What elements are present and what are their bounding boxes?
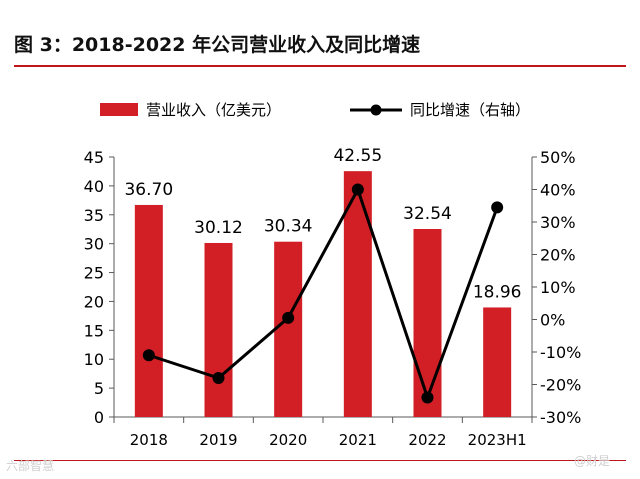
growth-point bbox=[491, 201, 504, 214]
y-right-tick-label: 30% bbox=[540, 213, 576, 232]
growth-point bbox=[351, 183, 364, 196]
legend-line-marker bbox=[370, 104, 382, 116]
y-right-tick-label: -20% bbox=[540, 376, 581, 395]
revenue-bar bbox=[134, 204, 163, 417]
growth-line bbox=[142, 183, 504, 404]
growth-point bbox=[282, 311, 295, 324]
y-right-tick-label: 10% bbox=[540, 278, 576, 297]
page-title: 图 3：2018-2022 年公司营业收入及同比增速 bbox=[14, 34, 421, 56]
y-left-tick-label: 45 bbox=[84, 148, 104, 167]
growth-line-path bbox=[148, 188, 499, 399]
y-left-tick-label: 25 bbox=[84, 264, 104, 283]
revenue-bar bbox=[274, 241, 303, 417]
revenue-bar bbox=[343, 171, 372, 417]
y-right-tick-label: -10% bbox=[540, 343, 581, 362]
y-right-tick-label: 0% bbox=[540, 311, 565, 330]
revenue-bar-label: 36.70 bbox=[124, 180, 173, 200]
revenue-bar-label: 30.34 bbox=[264, 217, 313, 237]
revenue-bar bbox=[413, 228, 442, 417]
y-right-tick-label: 40% bbox=[540, 181, 576, 200]
x-tick-label: 2021 bbox=[339, 431, 377, 449]
legend: 营业收入（亿美元） 同比增速（右轴） bbox=[100, 101, 530, 119]
legend-bar-label: 营业收入（亿美元） bbox=[146, 101, 281, 119]
watermark-right: @财是 bbox=[574, 454, 611, 468]
x-tick-label: 2019 bbox=[199, 431, 237, 449]
y-left-tick-label: 0 bbox=[94, 408, 104, 427]
y-left-tick-label: 20 bbox=[84, 292, 104, 311]
y-right-tick-label: 50% bbox=[540, 148, 576, 167]
axes: 0 5 10 15 20 25 30 35 40 45 -30% -20% -10% 0% 10% 20% 30… bbox=[84, 148, 582, 449]
revenue-bar bbox=[483, 307, 512, 417]
bar-labels: 36.70 30.12 30.34 42.55 32.54 18.96 bbox=[124, 146, 521, 302]
y-left-tick-label: 30 bbox=[84, 235, 104, 254]
growth-point bbox=[142, 349, 155, 362]
x-tick-label: 2023H1 bbox=[468, 431, 527, 449]
growth-point bbox=[421, 391, 434, 404]
footer-divider bbox=[14, 460, 626, 461]
y-left-tick-label: 35 bbox=[84, 206, 104, 225]
legend-bar-swatch bbox=[100, 103, 138, 116]
growth-point bbox=[212, 372, 225, 384]
y-left-tick-label: 5 bbox=[94, 379, 104, 398]
revenue-bar-label: 32.54 bbox=[403, 204, 452, 224]
revenue-bar bbox=[204, 242, 233, 417]
y-left-tick-label: 10 bbox=[84, 350, 104, 369]
legend-line-label: 同比增速（右轴） bbox=[410, 101, 530, 119]
x-tick-label: 2018 bbox=[130, 431, 168, 449]
title-divider bbox=[14, 65, 626, 67]
x-tick-label: 2020 bbox=[269, 431, 307, 449]
y-right-tick-label: 20% bbox=[540, 246, 576, 265]
y-right-tick-label: -30% bbox=[540, 408, 581, 427]
y-left-tick-label: 15 bbox=[84, 321, 104, 340]
revenue-bar-label: 30.12 bbox=[194, 218, 243, 238]
bars bbox=[134, 171, 512, 417]
watermark-left: 六部智慧 bbox=[6, 459, 55, 473]
revenue-bar-label: 18.96 bbox=[473, 282, 522, 302]
revenue-bar-label: 42.55 bbox=[333, 146, 382, 166]
x-tick-label: 2022 bbox=[408, 431, 446, 449]
y-left-tick-label: 40 bbox=[84, 177, 104, 196]
